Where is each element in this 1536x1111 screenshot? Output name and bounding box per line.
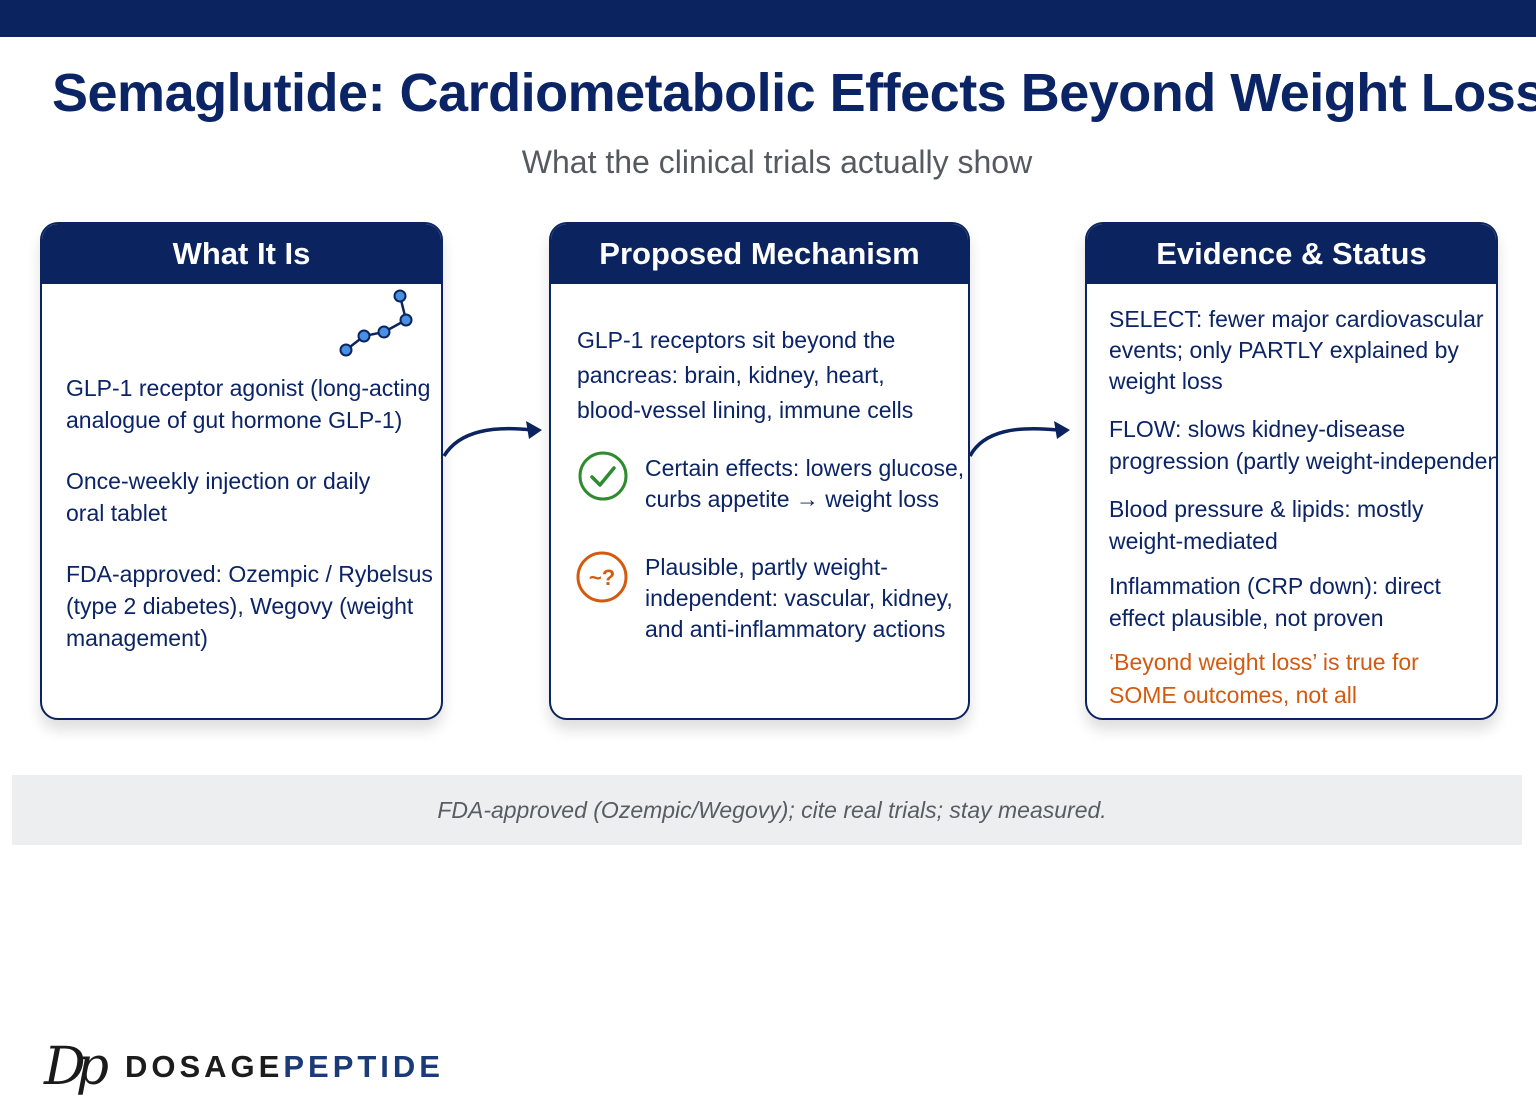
flow-arrow-1	[442, 421, 542, 457]
plausible-effects: Plausible, partly weight-independent: va…	[645, 554, 953, 642]
card-evidence-status: Evidence & Status SELECT: fewer major ca…	[1085, 222, 1498, 720]
brand-logo: Dp DOSAGEPEPTIDE	[44, 1036, 444, 1098]
logo-wordmark: DOSAGEPEPTIDE	[124, 1049, 444, 1084]
what-item-1: GLP-1 receptor agonist (long-acting analo…	[66, 375, 431, 433]
evidence-conclusion: ‘Beyond weight loss’ is true for SOME out…	[1109, 649, 1419, 708]
evidence-flow: FLOW: slows kidney-disease progression (p…	[1109, 416, 1498, 474]
top-banner	[0, 0, 1536, 37]
card-proposed-mechanism: Proposed Mechanism GLP-1 receptors sit b…	[549, 222, 970, 720]
card-what-it-is: What It Is GLP-1 receptor agonist (long-…	[40, 222, 443, 720]
footer-note-band: FDA-approved (Ozempic/Wegovy); cite real…	[12, 775, 1522, 845]
evidence-select: SELECT: fewer major cardiovascular events…	[1109, 306, 1484, 394]
plausible-symbol: ~?	[589, 565, 615, 590]
mechanism-intro: GLP-1 receptors sit beyond the pancreas: …	[577, 327, 914, 423]
page-title: Semaglutide: Cardiometabolic Effects Bey…	[52, 63, 1536, 123]
page-subtitle: What the clinical trials actually show	[521, 144, 1033, 180]
what-item-2: Once-weekly injection or daily oral table…	[66, 468, 371, 526]
footer-note: FDA-approved (Ozempic/Wegovy); cite real…	[437, 796, 1107, 823]
flow-arrow-2	[968, 421, 1070, 457]
check-circle-icon	[578, 451, 628, 501]
question-circle-icon: ~?	[576, 551, 628, 603]
card-heading: Evidence & Status	[1087, 224, 1496, 284]
evidence-bp-lipids: Blood pressure & lipids: mostly weight-me…	[1109, 496, 1424, 554]
molecule-icon	[339, 289, 413, 357]
card-heading: Proposed Mechanism	[551, 224, 968, 284]
certain-effects: Certain effects: lowers glucose, curbs ap…	[645, 455, 965, 512]
card-heading: What It Is	[42, 224, 441, 284]
what-item-3: FDA-approved: Ozempic / Rybelsus (type 2 …	[66, 561, 433, 651]
evidence-inflammation: Inflammation (CRP down): direct effect pl…	[1109, 573, 1441, 631]
logo-mark: Dp	[44, 1037, 109, 1097]
